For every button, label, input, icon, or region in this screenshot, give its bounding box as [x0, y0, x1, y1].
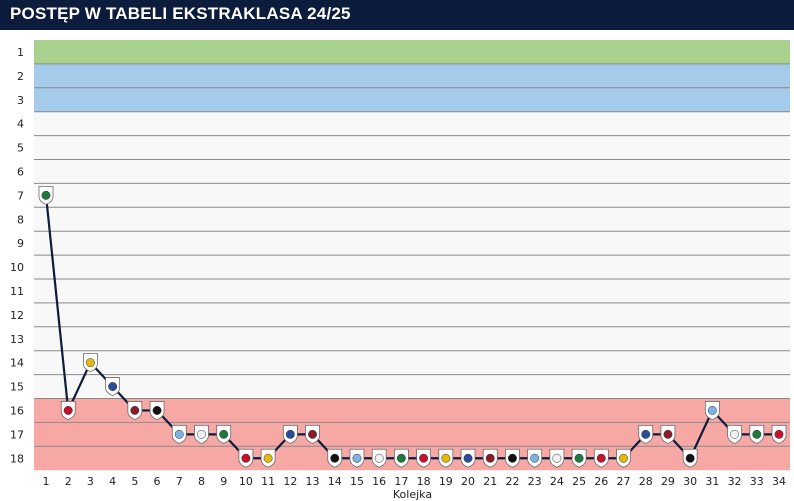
data-point-round-18 — [416, 448, 432, 468]
data-point-round-22 — [505, 448, 520, 468]
data-point-round-15 — [349, 448, 365, 468]
x-tick-label-21: 21 — [483, 475, 497, 488]
data-point-round-17 — [393, 448, 409, 468]
data-point-round-9 — [216, 424, 232, 444]
y-tick-label-8: 8 — [17, 213, 24, 226]
data-point-round-28 — [638, 424, 654, 444]
y-tick-label-4: 4 — [17, 118, 24, 131]
data-point-round-24 — [549, 448, 565, 468]
y-tick-label-16: 16 — [10, 404, 24, 417]
zone-band-4 — [34, 398, 790, 471]
data-point-round-31 — [704, 401, 720, 420]
data-point-round-4 — [105, 377, 121, 396]
data-point-round-25 — [571, 448, 587, 468]
y-tick-label-2: 2 — [17, 70, 24, 83]
x-tick-label-15: 15 — [350, 475, 364, 488]
data-point-round-21 — [482, 448, 498, 468]
data-point-round-8 — [194, 424, 209, 444]
data-point-round-2 — [60, 401, 76, 420]
x-tick-label-12: 12 — [283, 475, 297, 488]
data-point-round-30 — [682, 448, 698, 468]
x-tick-label-14: 14 — [328, 475, 342, 488]
chart-header: POSTĘP W TABELI EKSTRAKLASA 24/25 — [0, 0, 794, 30]
y-tick-label-5: 5 — [17, 142, 24, 155]
data-point-round-1 — [38, 185, 54, 205]
chart-title: POSTĘP W TABELI EKSTRAKLASA 24/25 — [10, 4, 351, 23]
x-tick-label-30: 30 — [683, 475, 697, 488]
data-point-round-13 — [305, 424, 320, 444]
x-tick-label-24: 24 — [550, 475, 564, 488]
data-point-round-11 — [260, 448, 276, 468]
x-tick-label-8: 8 — [198, 475, 205, 488]
x-tick-label-6: 6 — [154, 475, 161, 488]
data-point-round-16 — [371, 448, 387, 468]
y-tick-label-15: 15 — [10, 381, 24, 394]
x-tick-label-20: 20 — [461, 475, 475, 488]
data-point-round-27 — [616, 448, 631, 468]
y-tick-label-1: 1 — [17, 46, 24, 59]
x-tick-label-32: 32 — [728, 475, 742, 488]
data-point-round-5 — [127, 401, 143, 420]
y-tick-label-11: 11 — [10, 285, 24, 298]
x-tick-label-27: 27 — [617, 475, 631, 488]
x-tick-label-33: 33 — [750, 475, 764, 488]
y-tick-label-3: 3 — [17, 94, 24, 107]
data-point-round-20 — [460, 448, 476, 468]
x-tick-label-5: 5 — [131, 475, 138, 488]
x-tick-label-11: 11 — [261, 475, 275, 488]
y-tick-label-12: 12 — [10, 309, 24, 322]
x-tick-label-2: 2 — [65, 475, 72, 488]
data-point-round-14 — [327, 448, 343, 468]
data-point-round-3 — [83, 353, 98, 373]
x-tick-label-26: 26 — [594, 475, 608, 488]
x-tick-label-18: 18 — [417, 475, 431, 488]
data-point-round-12 — [282, 424, 298, 444]
x-tick-label-16: 16 — [372, 475, 386, 488]
x-tick-label-22: 22 — [505, 475, 519, 488]
y-tick-label-14: 14 — [10, 357, 24, 370]
zone-band-1 — [34, 40, 790, 64]
y-tick-label-18: 18 — [10, 452, 24, 465]
data-point-round-19 — [438, 448, 454, 468]
data-point-round-23 — [527, 448, 543, 468]
x-tick-label-13: 13 — [306, 475, 320, 488]
x-tick-label-29: 29 — [661, 475, 675, 488]
y-tick-label-17: 17 — [10, 428, 24, 441]
y-tick-label-6: 6 — [17, 165, 24, 178]
series-line-1 — [44, 195, 779, 460]
x-tick-label-3: 3 — [87, 475, 94, 488]
x-tick-label-28: 28 — [639, 475, 653, 488]
x-tick-label-1: 1 — [43, 475, 50, 488]
x-tick-label-23: 23 — [528, 475, 542, 488]
y-tick-label-13: 13 — [10, 333, 24, 346]
y-tick-label-9: 9 — [17, 237, 24, 250]
y-tick-label-7: 7 — [17, 189, 24, 202]
data-point-round-10 — [238, 448, 254, 468]
x-tick-label-25: 25 — [572, 475, 586, 488]
data-point-round-6 — [149, 401, 165, 420]
x-tick-label-19: 19 — [439, 475, 453, 488]
data-point-round-29 — [660, 424, 676, 444]
data-point-round-26 — [593, 448, 609, 468]
x-tick-label-34: 34 — [772, 475, 786, 488]
x-tick-label-31: 31 — [705, 475, 719, 488]
x-tick-label-7: 7 — [176, 475, 183, 488]
x-tick-label-10: 10 — [239, 475, 253, 488]
x-axis-label: Kolejka — [393, 488, 432, 501]
data-point-round-32 — [727, 424, 742, 444]
data-point-round-33 — [749, 424, 765, 444]
data-point-round-34 — [771, 424, 787, 444]
data-point-round-7 — [171, 424, 187, 444]
x-tick-label-4: 4 — [109, 475, 116, 488]
y-tick-label-10: 10 — [10, 261, 24, 274]
x-tick-label-9: 9 — [220, 475, 227, 488]
x-tick-label-17: 17 — [394, 475, 408, 488]
